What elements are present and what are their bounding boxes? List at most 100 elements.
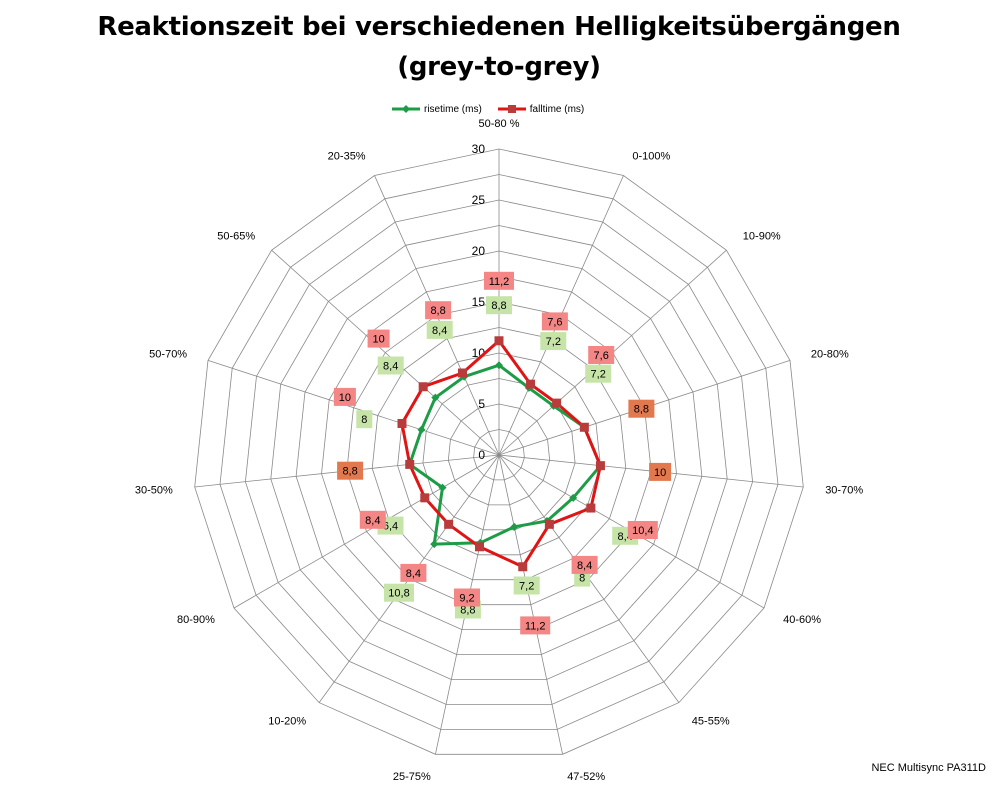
chart-subtitle: (grey-to-grey) [397,52,601,82]
category-label: 45-55% [692,715,730,727]
grid-ring [270,225,728,680]
data-label-rise-bg [585,364,612,383]
risetime-series-point [417,425,426,434]
grid-ring [194,148,804,755]
risetime-series-point [495,361,503,370]
grid-ring [219,174,779,730]
data-label-bg [649,462,672,481]
category-label: 40-60% [783,614,821,626]
data-label: 8,8 [342,466,357,478]
data-label-rise: 7,2 [546,336,561,348]
data-label-rise: 8,8 [491,300,506,312]
grid-ring [447,403,551,506]
data-label-fall: 11,2 [489,276,510,288]
category-label: 10-20% [268,715,306,727]
data-label-rise-bg [426,320,453,339]
grid-ring [346,301,652,606]
grid-spoke [271,249,500,456]
legend-risetime-label: risetime (ms) [424,103,482,115]
data-label: 10 [654,467,666,479]
risetime-series-point [438,483,447,492]
data-label-rise: 8,4 [432,325,447,337]
data-label-fall: 9,2 [459,593,474,605]
falltime-series-point [544,519,554,529]
grid-spoke [233,454,500,609]
data-label-fall: 8,4 [406,568,421,580]
data-label-fall-bg [367,329,390,348]
data-label-bg [337,461,364,480]
data-label-fall: 8,4 [577,560,592,572]
category-label: 10-90% [743,231,781,243]
legend-falltime-swatch [497,105,526,113]
falltime-series-point [494,336,504,346]
data-label: 8,8 [634,404,649,416]
axis-tick-label: 25 [472,193,486,207]
data-label-rise: 7,2 [519,581,534,593]
data-label-fall: 11,2 [525,620,546,632]
data-label-rise-bg [356,410,373,429]
data-label-fall: 10 [372,334,384,346]
falltime-series-point [595,461,605,471]
falltime-series-point [586,503,596,513]
grid-ring [321,276,677,630]
legend: risetime (ms) falltime (ms) [392,101,600,117]
data-label-rise-bg [384,583,414,602]
falltime-series-point [552,398,562,408]
data-label-fall-bg [359,510,386,529]
data-label-fall-bg [484,271,514,290]
falltime-series-point [518,562,528,572]
data-label-rise-bg [377,356,404,375]
grid-spoke [207,360,500,456]
data-label-rise: 8 [361,414,367,426]
legend-item-falltime: falltime (ms) [497,103,585,115]
data-label-rise-bg [540,332,567,351]
data-label-fall: 10 [339,392,351,404]
falltime-series-point [418,382,428,392]
category-label: 50-65% [217,231,255,243]
falltime-series-point [457,368,467,378]
data-label-rise: 7,2 [591,369,606,381]
category-label: 50-80 % [479,118,520,130]
grid-ring [473,429,525,481]
falltime-series-point [397,418,407,428]
data-label-fall: 10,4 [632,525,653,537]
falltime-series-point [420,493,430,503]
data-label-fall: 7,6 [594,350,609,362]
falltime-series-point [526,379,536,389]
category-label: 20-80% [811,349,849,361]
category-label: 50-70% [149,349,187,361]
axis-tick-label: 20 [472,244,486,258]
grid-ring [295,250,703,655]
data-label-fall-bg [333,387,356,406]
axis-tick-label: 15 [472,295,486,309]
data-label-rise: 6,4 [383,521,398,533]
axis-tick-label: 0 [478,448,485,462]
grid-spoke [498,454,563,755]
data-label-fall-bg [454,588,480,607]
data-label-rise: 10,8 [388,588,409,600]
falltime-series-point [474,542,484,552]
data-label-rise: 8 [579,573,585,585]
risetime-series-point [431,393,440,402]
footnote: NEC Multisync PA311D [871,762,986,774]
falltime-series-point [405,459,415,469]
grid-ring [244,199,754,705]
data-label-rise-bg [486,296,512,315]
data-label-rise: 8,4 [383,361,398,373]
data-label-fall-bg [627,521,658,539]
data-label-bg [628,399,655,418]
data-label-fall-bg [425,301,452,320]
data-label-fall: 8,4 [365,515,380,527]
chart-title: Reaktionszeit bei verschiedenen Helligke… [97,12,901,42]
data-label-fall-bg [400,563,427,582]
data-label-fall-bg [541,312,568,331]
risetime-series-point [430,540,439,549]
legend-falltime-label: falltime (ms) [529,103,585,115]
risetime-series-point [510,522,519,531]
data-label-rise: 8,8 [460,605,475,617]
category-label: 80-90% [177,614,215,626]
data-label-fall: 8,8 [430,305,445,317]
data-label-rise-bg [513,576,540,595]
data-label-fall-bg [588,346,615,364]
category-label: 25-75% [393,771,431,783]
